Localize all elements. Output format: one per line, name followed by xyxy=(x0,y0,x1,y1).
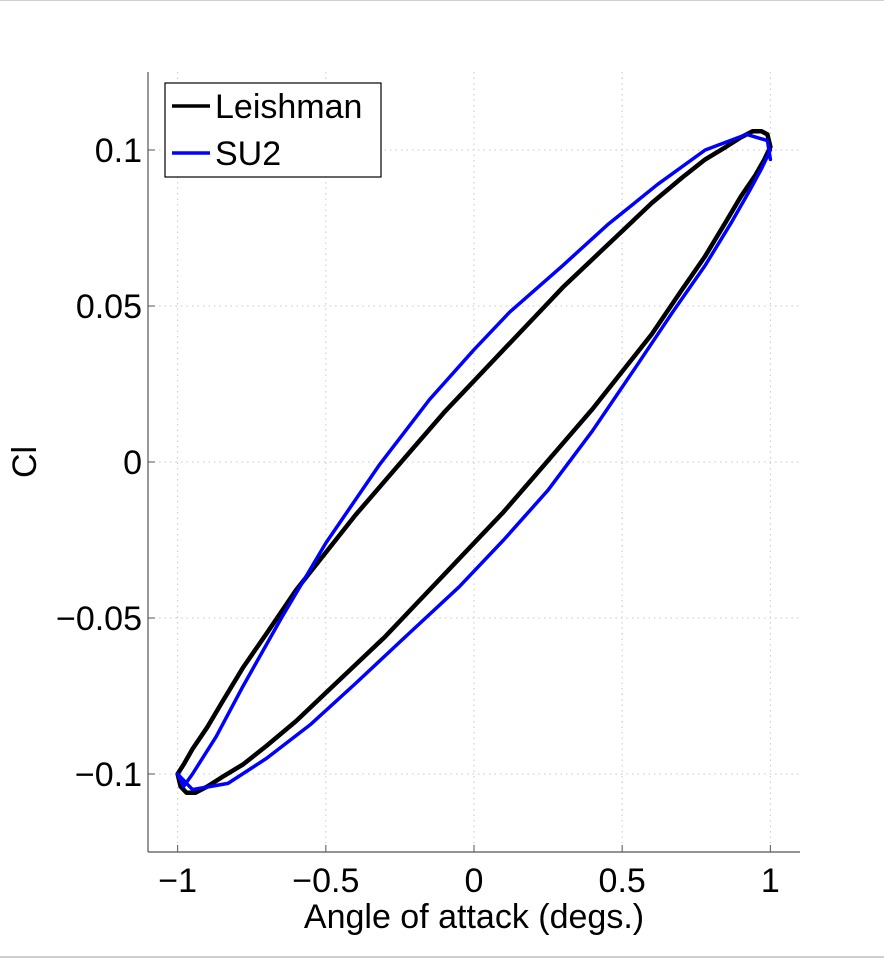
legend-label-su2: SU2 xyxy=(215,135,281,173)
y-axis-label: Cl xyxy=(6,446,44,478)
x-tick-label: 1 xyxy=(761,862,780,900)
y-tick-label: 0.1 xyxy=(95,132,142,170)
x-tick-label: −0.5 xyxy=(292,862,359,900)
legend-box xyxy=(164,82,382,178)
x-tick-label: −1 xyxy=(158,862,197,900)
series-line-su2 xyxy=(175,132,773,792)
bottom-border xyxy=(0,956,884,958)
legend-label-leishman: Leishman xyxy=(215,88,362,126)
axes xyxy=(147,72,800,853)
y-tick-label: −0.1 xyxy=(75,756,142,794)
x-tick-label: 0 xyxy=(465,862,484,900)
x-axis-label: Angle of attack (degs.) xyxy=(304,898,644,936)
tick-labels: −1 −0.5 0 0.5 1 −0.1 −0.05 0 0.05 0.1 xyxy=(56,132,780,900)
grid xyxy=(148,72,800,852)
y-tick-label: −0.05 xyxy=(56,600,142,638)
legend: Leishman SU2 xyxy=(164,82,382,178)
x-tick-label: 0.5 xyxy=(599,862,646,900)
top-border xyxy=(0,0,884,1)
y-tick-label: 0 xyxy=(123,444,142,482)
y-tick-label: 0.05 xyxy=(76,288,142,326)
series-line-leishman xyxy=(175,129,773,795)
series xyxy=(175,129,773,795)
